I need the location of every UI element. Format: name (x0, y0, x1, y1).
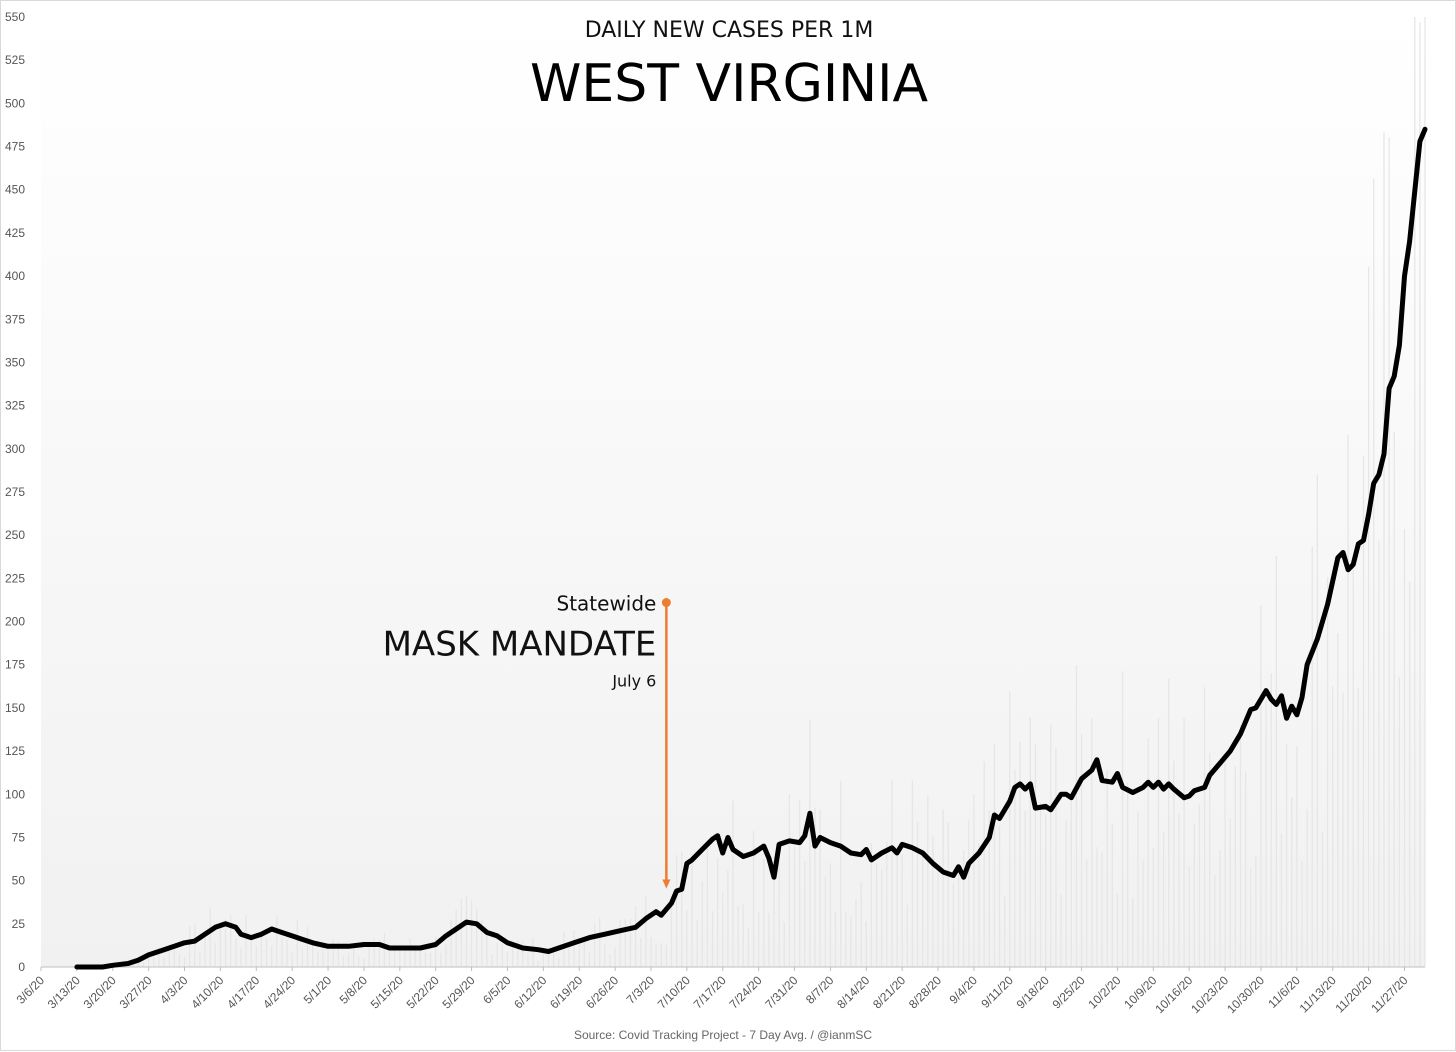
annotation-dot (661, 598, 671, 608)
y-tick-label: 150 (5, 701, 25, 715)
x-tick-label: 7/31/20 (762, 973, 800, 1011)
chart-title: WEST VIRGINIA (530, 54, 928, 114)
y-tick-label: 0 (18, 960, 25, 974)
y-tick-label: 225 (5, 571, 25, 585)
x-tick-label: 10/2/20 (1085, 973, 1123, 1011)
y-tick-label: 450 (5, 183, 25, 197)
x-tick-label: 9/11/20 (978, 973, 1016, 1011)
x-tick-label: 5/15/20 (368, 973, 406, 1011)
x-tick-label: 5/29/20 (439, 973, 477, 1011)
y-tick-label: 475 (5, 140, 25, 154)
mask-mandate-annotation: Statewide MASK MANDATE July 6 (383, 592, 671, 889)
y-tick-label: 125 (5, 744, 25, 758)
x-tick-label: 7/3/20 (624, 973, 658, 1007)
x-tick-label: 10/23/20 (1188, 973, 1231, 1016)
x-tick-label: 5/1/20 (301, 973, 335, 1007)
series-layer (74, 126, 1428, 970)
chart-source: Source: Covid Tracking Project - 7 Day A… (574, 1028, 872, 1042)
series-line (74, 126, 1428, 970)
y-tick-label: 275 (5, 485, 25, 499)
x-tick-label: 9/4/20 (947, 973, 981, 1007)
chart-subtitle: DAILY NEW CASES PER 1M (585, 18, 874, 43)
x-tick-label: 11/27/20 (1368, 973, 1411, 1016)
y-tick-label: 75 (12, 830, 26, 844)
x-tick-label: 3/13/20 (45, 973, 83, 1011)
x-tick-label: 8/14/20 (834, 973, 872, 1011)
y-tick-label: 100 (5, 787, 25, 801)
y-tick-label: 25 (12, 917, 26, 931)
y-tick-label: 350 (5, 355, 25, 369)
x-tick-label: 10/16/20 (1152, 973, 1195, 1016)
x-tick-label: 11/13/20 (1297, 973, 1340, 1016)
x-tick-label: 7/10/20 (655, 973, 693, 1011)
y-tick-label: 250 (5, 528, 25, 542)
y-tick-label: 200 (5, 615, 25, 629)
y-axis: 0 25 50 75 100 125 150 175 200 225 250 275 300 325 350… (5, 10, 25, 974)
x-tick-label: 4/24/20 (260, 973, 298, 1011)
x-tick-label: 6/12/20 (511, 973, 549, 1011)
y-tick-label: 300 (5, 442, 25, 456)
x-tick-label: 8/28/20 (906, 973, 944, 1011)
annotation-date: July 6 (611, 672, 656, 691)
y-tick-label: 375 (5, 312, 25, 326)
x-tick-label: 6/19/20 (547, 973, 585, 1011)
x-tick-label: 3/27/20 (117, 973, 155, 1011)
x-axis: 3/6/203/13/203/20/203/27/20 4/3/204/10/20… (14, 966, 1425, 1016)
x-tick-label: 3/20/20 (81, 973, 119, 1011)
x-tick-label: 9/25/20 (1049, 973, 1087, 1011)
y-tick-label: 50 (12, 874, 26, 888)
y-tick-label: 325 (5, 399, 25, 413)
x-tick-label: 3/6/20 (14, 973, 48, 1007)
x-tick-label: 4/3/20 (157, 973, 191, 1007)
x-tick-label: 5/8/20 (337, 973, 371, 1007)
x-tick-label: 6/5/20 (480, 973, 514, 1007)
x-tick-label: 7/17/20 (691, 973, 729, 1011)
annotation-arrowhead (662, 879, 671, 889)
x-tick-label: 5/22/20 (404, 973, 442, 1011)
x-tick-label: 6/26/20 (583, 973, 621, 1011)
daily-bars (106, 17, 1426, 967)
y-tick-label: 400 (5, 269, 25, 283)
y-tick-label: 500 (5, 96, 25, 110)
x-tick-label: 4/17/20 (224, 973, 262, 1011)
x-tick-label: 9/18/20 (1014, 973, 1052, 1011)
annotation-statewide: Statewide (557, 592, 657, 616)
y-tick-label: 550 (5, 10, 25, 24)
y-tick-label: 425 (5, 226, 25, 240)
x-tick-label: 4/10/20 (188, 973, 226, 1011)
y-tick-label: 525 (5, 53, 25, 67)
annotation-mask-mandate: MASK MANDATE (383, 625, 657, 665)
y-tick-label: 175 (5, 658, 25, 672)
x-tick-label: 7/24/20 (727, 973, 765, 1011)
x-tick-label: 11/20/20 (1332, 973, 1375, 1016)
x-tick-label: 8/21/20 (870, 973, 908, 1011)
x-tick-label: 8/7/20 (803, 973, 837, 1007)
x-tick-label: 10/30/20 (1224, 973, 1267, 1016)
